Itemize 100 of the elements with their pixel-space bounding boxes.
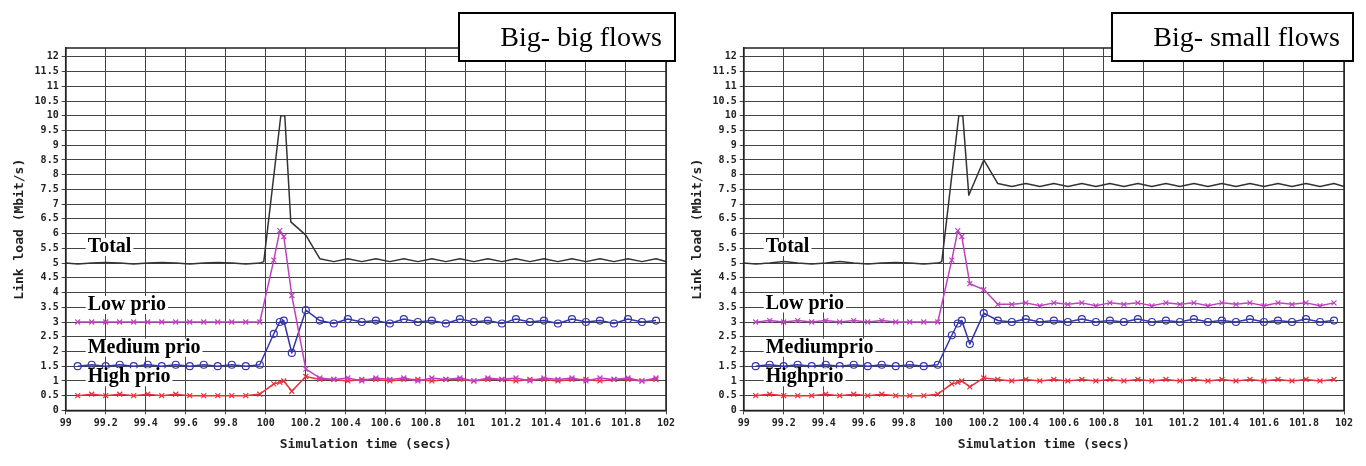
y-tick-label: 10.5 [712,94,737,106]
x-tick-label: 99.6 [173,416,198,428]
point [947,331,956,340]
chart-title: Big- small flows [1111,12,1354,62]
point [1022,376,1029,383]
point [994,301,1001,308]
point [171,360,180,369]
point [953,319,962,328]
point [270,380,277,387]
series-label: Medium prio [87,334,201,358]
point [623,314,633,324]
point [279,316,288,325]
point [483,316,493,325]
point [863,362,872,371]
series-label: Total [765,234,810,257]
point [214,392,221,399]
point [280,233,287,240]
point [302,373,309,380]
point [275,317,284,327]
point [836,318,843,326]
point [864,392,871,399]
point [892,318,899,326]
x-tick-label: 100.8 [1088,416,1119,428]
point [780,318,787,326]
y-tick-label: 7.5 [40,183,59,195]
point [1273,316,1283,325]
point [186,318,193,326]
point [413,317,422,327]
y-tick-label: 11 [46,79,59,91]
x-tick-label: 101.8 [1288,416,1320,428]
point [906,392,913,399]
point [1008,377,1015,385]
point [1036,377,1043,385]
point [116,391,123,398]
point [270,257,277,264]
y-tick-label: 3 [730,315,737,327]
point [186,392,193,399]
x-tick-label: 99 [59,416,72,428]
point [497,319,507,328]
point [1078,376,1085,383]
point [144,391,151,398]
x-tick-label: 101 [456,416,475,428]
y-tick-label: 5.5 [40,241,59,253]
y-tick-label: 5 [730,256,737,268]
x-tick-label: 100.2 [290,416,321,428]
point [808,318,815,326]
y-tick-label: 2 [52,345,59,357]
point [1147,317,1156,327]
x-tick-label: 99.4 [133,416,158,428]
point [214,318,221,326]
point [1021,314,1030,324]
point [185,362,194,371]
point [1232,301,1240,308]
point [979,309,988,318]
point [158,318,165,326]
point [948,380,955,387]
point [116,318,123,326]
x-tick-label: 100.2 [968,416,999,428]
point [242,318,249,326]
y-tick-label: 0.5 [40,389,59,401]
point [794,317,801,324]
y-tick-label: 0 [730,403,737,415]
point [553,319,563,328]
point [892,392,899,399]
point [567,314,577,324]
point [1302,299,1310,306]
point [933,360,942,369]
point [280,377,287,385]
point [200,318,207,326]
point [288,292,295,299]
point [301,306,310,315]
point [1218,376,1226,383]
y-tick-label: 3.5 [40,300,59,312]
y-tick-label: 1.5 [718,359,737,371]
point [966,280,973,287]
point [954,227,961,234]
point [850,317,857,324]
point [849,360,858,369]
point [172,318,179,326]
y-tick-label: 12 [724,50,737,62]
point [993,316,1002,325]
point [228,318,235,326]
x-tick-label: 102 [656,416,676,428]
x-tick-label: 99 [737,416,750,428]
point [766,391,773,398]
point [199,360,208,369]
point [1246,376,1254,383]
point [1316,302,1324,309]
x-tick-label: 99.8 [891,416,916,428]
point [1175,317,1185,327]
y-tick-label: 0 [52,403,59,415]
point [88,318,95,326]
point [441,319,450,328]
x-tick-label: 100.6 [370,416,401,428]
y-tick-label: 9.5 [718,124,737,136]
point [948,257,955,264]
point [954,379,961,386]
point [877,360,886,369]
point [965,340,974,349]
point [1203,317,1213,327]
